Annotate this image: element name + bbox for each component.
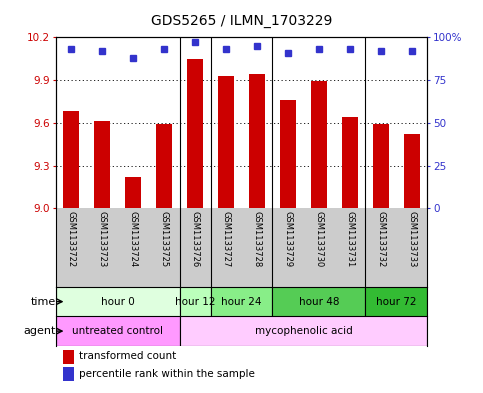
Text: mycophenolic acid: mycophenolic acid	[255, 326, 353, 336]
Bar	[63, 111, 79, 208]
Bar	[311, 81, 327, 208]
Bar	[249, 74, 265, 208]
Text: GSM1133732: GSM1133732	[376, 211, 385, 267]
Text: agent: agent	[24, 326, 56, 336]
Text: GSM1133723: GSM1133723	[98, 211, 107, 267]
Text: GSM1133729: GSM1133729	[284, 211, 293, 267]
Bar	[56, 287, 180, 316]
Text: GSM1133724: GSM1133724	[128, 211, 138, 267]
Text: GSM1133725: GSM1133725	[159, 211, 169, 267]
Text: hour 0: hour 0	[100, 297, 134, 307]
Text: GSM1133722: GSM1133722	[67, 211, 75, 267]
Text: GSM1133727: GSM1133727	[222, 211, 230, 267]
Bar	[404, 134, 420, 208]
Bar	[180, 316, 427, 346]
Bar	[280, 100, 296, 208]
Text: hour 24: hour 24	[221, 297, 262, 307]
Text: GSM1133730: GSM1133730	[314, 211, 324, 267]
Bar	[187, 59, 203, 208]
Bar	[63, 367, 74, 381]
Text: hour 48: hour 48	[298, 297, 339, 307]
Text: hour 72: hour 72	[376, 297, 417, 307]
Bar	[373, 124, 389, 208]
Text: GSM1133726: GSM1133726	[190, 211, 199, 267]
Text: time: time	[30, 297, 56, 307]
Bar	[272, 287, 366, 316]
Text: GSM1133733: GSM1133733	[408, 211, 416, 267]
Bar	[56, 316, 180, 346]
Text: hour 12: hour 12	[175, 297, 215, 307]
Text: GSM1133731: GSM1133731	[345, 211, 355, 267]
Bar	[94, 121, 110, 208]
Bar	[180, 287, 211, 316]
Text: untreated control: untreated control	[72, 326, 163, 336]
Text: percentile rank within the sample: percentile rank within the sample	[79, 369, 255, 379]
Bar	[366, 287, 427, 316]
Bar	[156, 124, 172, 208]
Text: transformed count: transformed count	[79, 351, 176, 361]
Bar	[63, 350, 74, 364]
Bar	[218, 76, 234, 208]
Bar	[342, 117, 358, 208]
Bar	[211, 287, 272, 316]
Text: GSM1133728: GSM1133728	[253, 211, 261, 267]
Text: GDS5265 / ILMN_1703229: GDS5265 / ILMN_1703229	[151, 13, 332, 28]
Bar	[125, 177, 141, 208]
